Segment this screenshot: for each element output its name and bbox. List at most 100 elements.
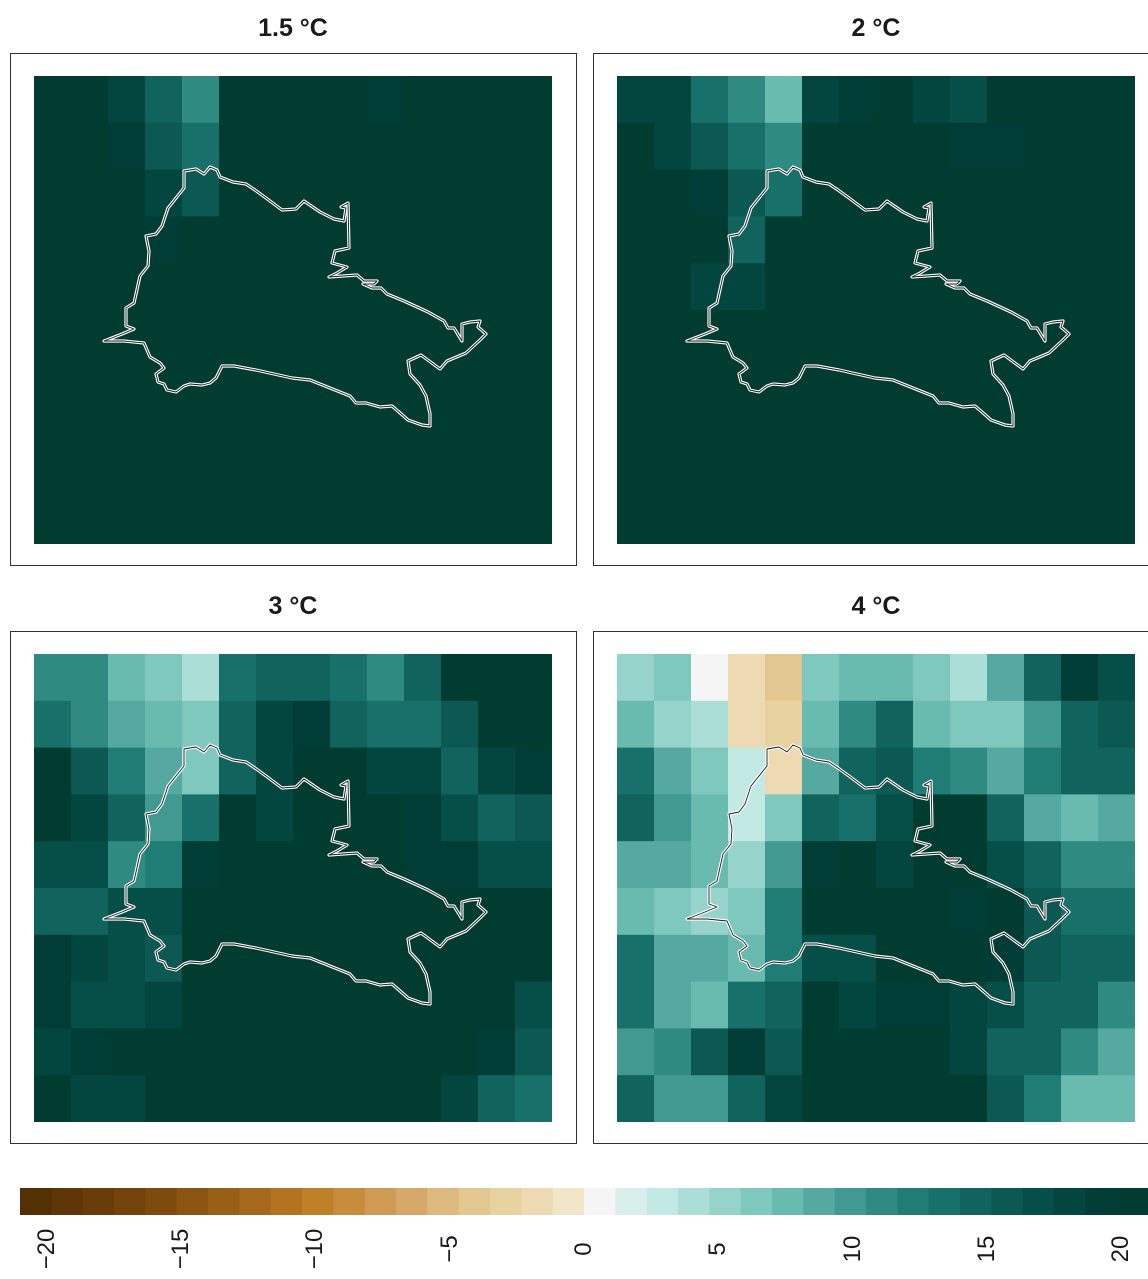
grid-cell: [330, 497, 368, 544]
colorbar: [20, 1188, 1148, 1215]
grid-cell: [802, 403, 840, 451]
grid-cell: [913, 450, 951, 498]
grid-cell: [515, 169, 552, 217]
colorbar-segment: [51, 1188, 84, 1215]
grid-cell: [293, 76, 331, 124]
grid-cell: [617, 981, 655, 1029]
grid-cell: [478, 747, 516, 795]
grid-cell: [654, 888, 692, 936]
grid-cell: [913, 122, 951, 171]
grid-cell: [728, 310, 766, 358]
grid-cell: [71, 76, 109, 124]
grid-cell: [182, 1075, 220, 1122]
grid-cell: [34, 654, 72, 702]
grid-cell: [950, 934, 988, 983]
grid-cell: [71, 794, 109, 842]
panel-title-1-5c: 1.5 °C: [258, 14, 328, 42]
map-3c: [34, 654, 552, 1122]
grid-cell: [691, 700, 729, 749]
grid-cell: [1098, 794, 1135, 842]
grid-cell: [71, 169, 109, 217]
grid-cell: [108, 981, 146, 1029]
grid-cell: [839, 654, 877, 702]
grid-cell: [330, 1028, 368, 1076]
grid-cell: [1061, 747, 1099, 795]
grid-cell: [913, 403, 951, 451]
colorbar-segment: [302, 1188, 334, 1215]
grid-cell: [293, 981, 331, 1029]
grid-cell: [728, 841, 766, 889]
grid-cell: [256, 700, 294, 749]
grid-cell: [728, 700, 766, 749]
grid-cell: [367, 356, 405, 405]
grid-cell: [219, 403, 257, 451]
grid-cell: [367, 169, 405, 217]
grid-cell: [293, 450, 331, 498]
grid-cell: [108, 1075, 146, 1122]
grid-cell: [330, 888, 368, 936]
grid-cell: [219, 654, 257, 702]
colorbar-tick-label: 10: [838, 1235, 866, 1263]
grid-cell: [330, 1075, 368, 1122]
grid-cell: [256, 981, 294, 1029]
grid-cell: [145, 654, 183, 702]
colorbar-segment: [458, 1188, 491, 1215]
grid-cell: [1024, 403, 1062, 451]
grid-cell: [654, 356, 692, 405]
grid-cell: [876, 841, 914, 889]
grid-cell: [1098, 888, 1135, 936]
map-4c: [617, 654, 1135, 1122]
grid-cell: [478, 497, 516, 544]
grid-cell: [441, 747, 479, 795]
grid-cell: [802, 216, 840, 264]
grid-cell: [256, 310, 294, 358]
grid-cell: [478, 841, 516, 889]
grid-cell: [441, 794, 479, 842]
colorbar-tick-label: −20: [32, 1228, 60, 1270]
grid-cell: [219, 310, 257, 358]
grid-cell: [876, 450, 914, 498]
grid-cell: [617, 216, 655, 264]
grid-cell: [182, 403, 220, 451]
grid-cell: [691, 356, 729, 405]
colorbar-segment: [270, 1188, 303, 1215]
grid-cell: [293, 1028, 331, 1076]
grid-cell: [876, 1075, 914, 1122]
grid-cell: [71, 310, 109, 358]
grid-cell: [802, 497, 840, 544]
grid-cell: [765, 497, 803, 544]
grid-cell: [765, 450, 803, 498]
grid-cell: [330, 403, 368, 451]
grid-cell: [987, 216, 1025, 264]
grid-cell: [71, 216, 109, 264]
grid-cell: [876, 122, 914, 171]
grid-cell: [108, 403, 146, 451]
grid-cell: [987, 1075, 1025, 1122]
grid-cell: [71, 1028, 109, 1076]
grid-cell: [950, 216, 988, 264]
colorbar-segment: [176, 1188, 209, 1215]
grid-cell: [1024, 981, 1062, 1029]
grid-cell: [950, 497, 988, 544]
grid-cell: [293, 700, 331, 749]
grid-cell: [728, 497, 766, 544]
grid-cell: [617, 1075, 655, 1122]
region-boundary: [103, 744, 487, 1005]
grid-cell: [839, 1075, 877, 1122]
colorbar-segment: [897, 1188, 930, 1215]
grid-cell: [182, 654, 220, 702]
grid-cell: [728, 169, 766, 217]
grid-cell: [34, 310, 72, 358]
grid-cell: [515, 122, 552, 171]
grid-cell: [950, 310, 988, 358]
grid-cell: [1098, 1075, 1135, 1122]
grid-cell: [404, 169, 442, 217]
grid-cell: [182, 76, 220, 124]
grid-cell: [1024, 934, 1062, 983]
colorbar-segment: [145, 1188, 178, 1215]
grid-cell: [691, 794, 729, 842]
grid-cell: [71, 654, 109, 702]
grid-cell: [441, 76, 479, 124]
grid-cell: [293, 497, 331, 544]
grid-cell: [256, 76, 294, 124]
